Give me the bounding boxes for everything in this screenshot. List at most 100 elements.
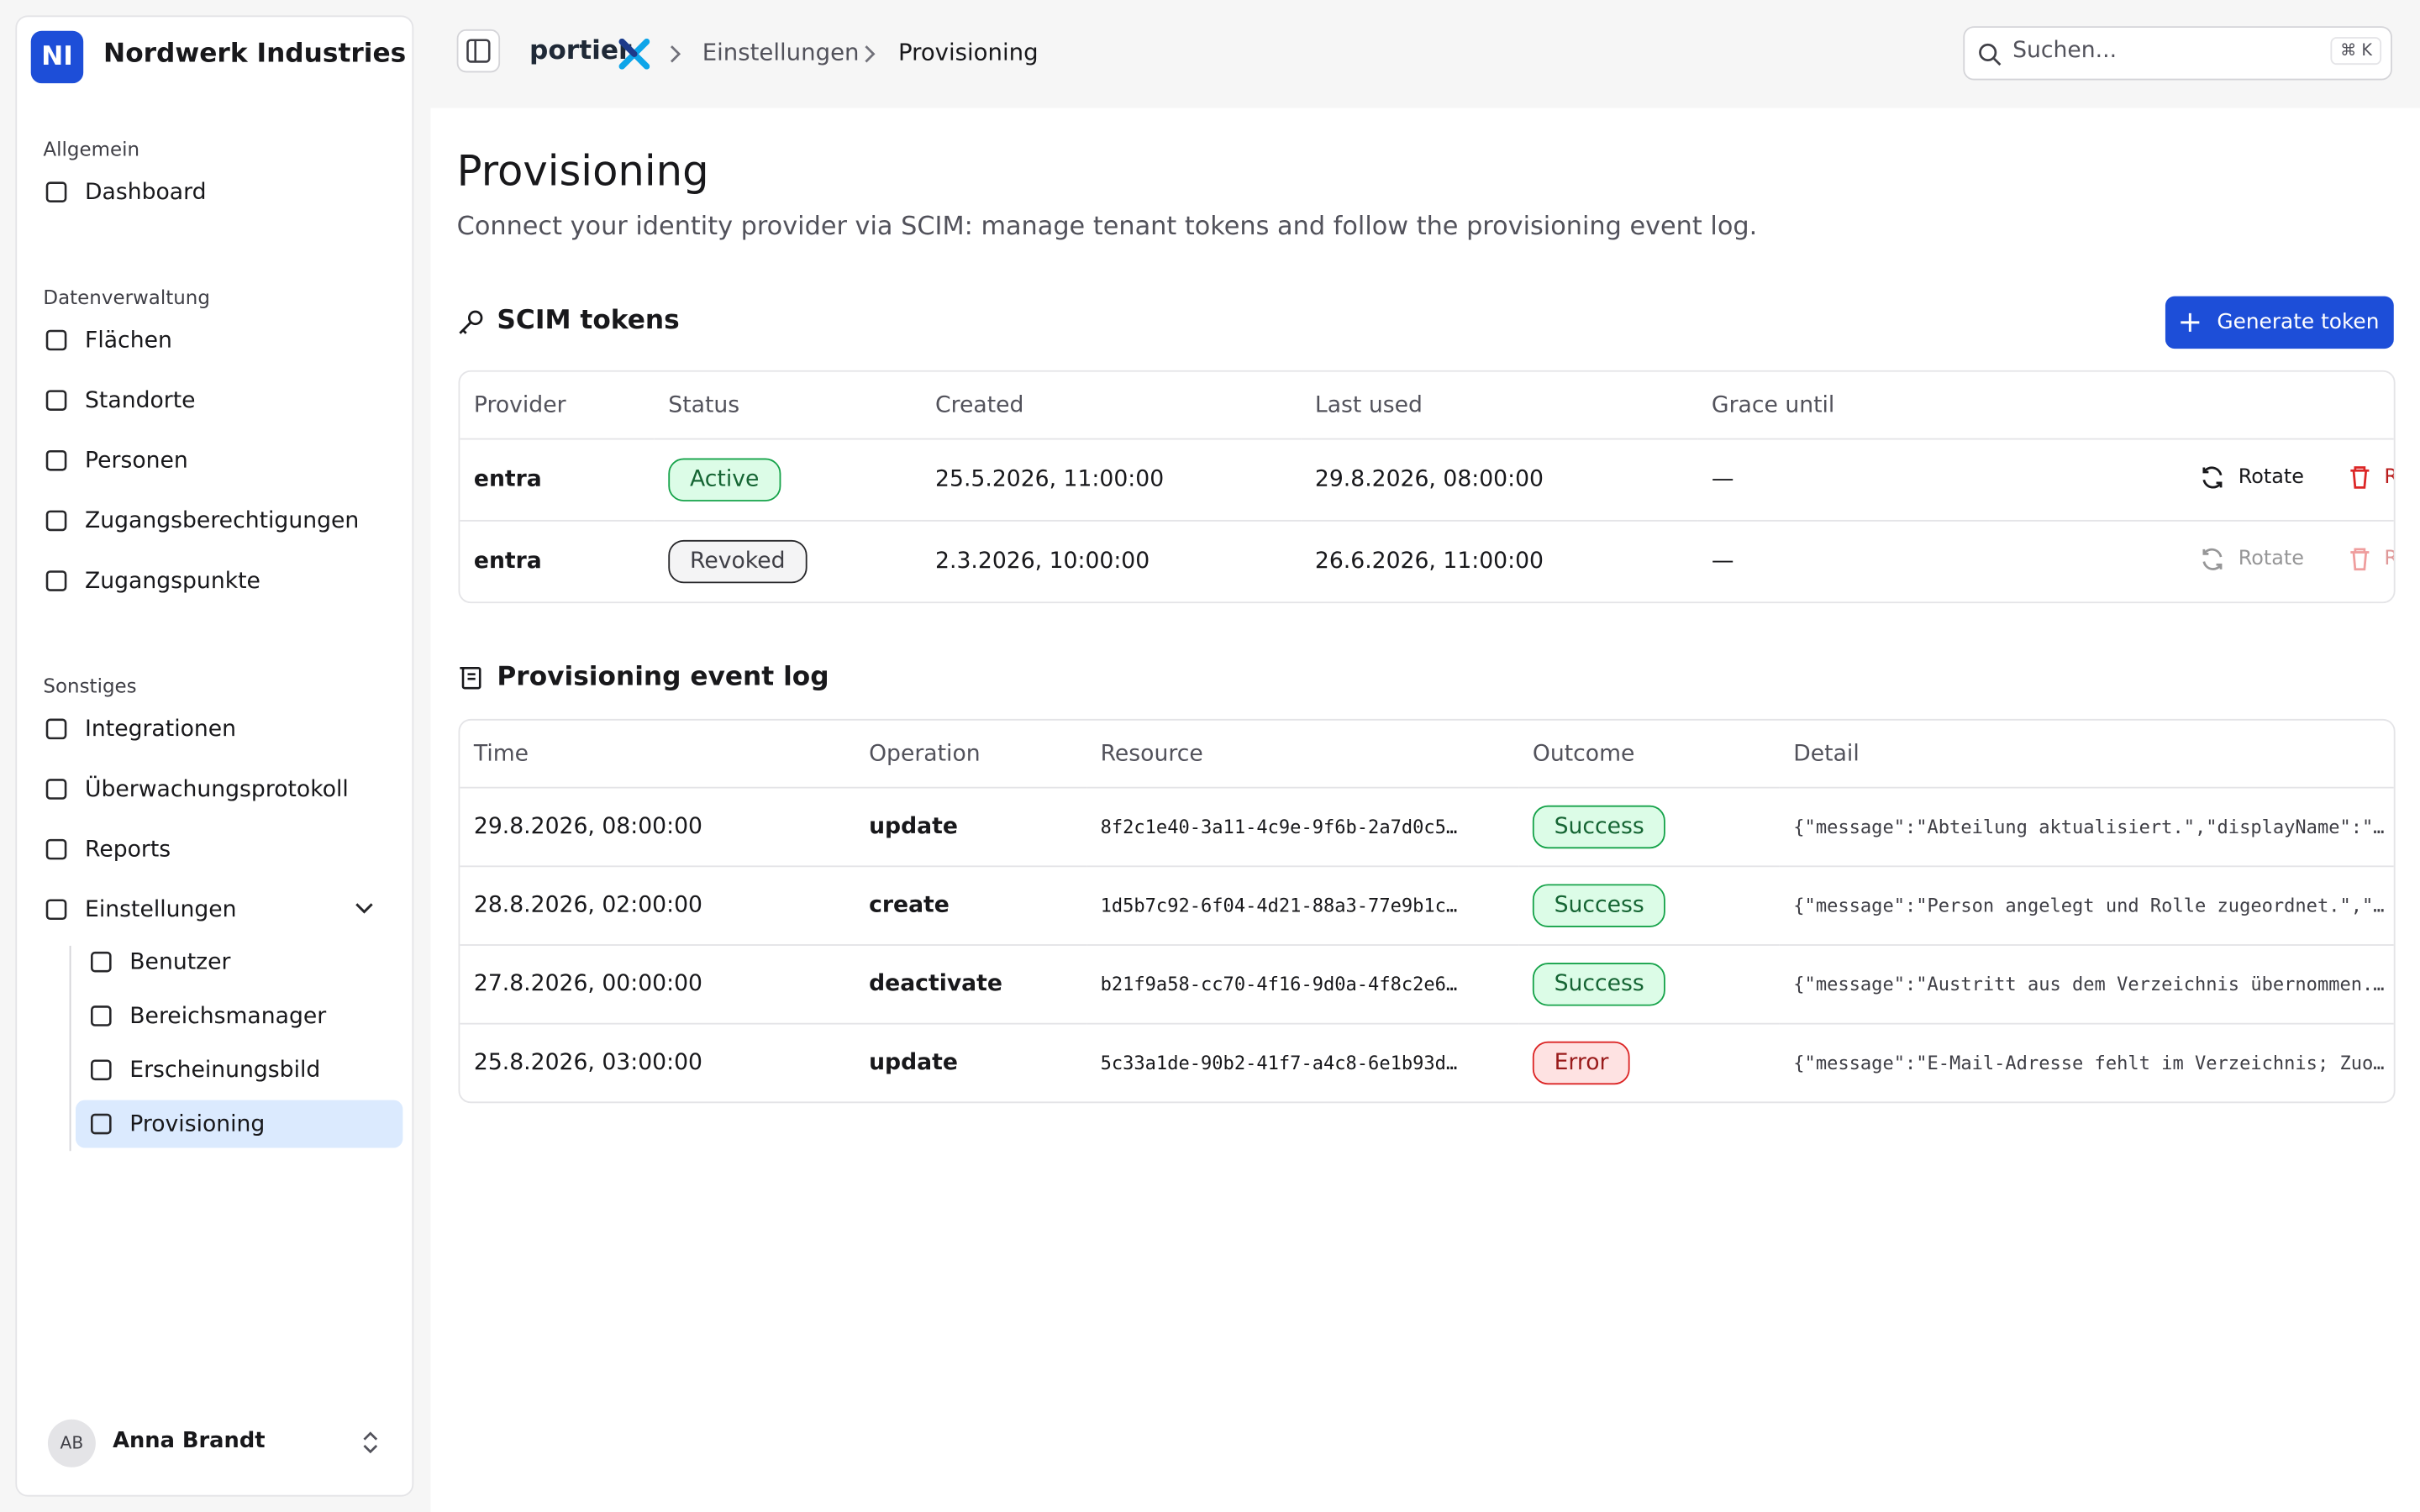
- outcome-badge: Success: [1532, 805, 1666, 849]
- table: Time Operation Resource Outcome Detail 29.8.2…: [460, 721, 2394, 1102]
- nav-item[interactable]: Einstellungen: [31, 885, 402, 933]
- column-header: Outcome: [1532, 741, 1635, 766]
- provider: entra: [460, 519, 655, 602]
- column-header: Last used: [1314, 392, 1423, 417]
- brand[interactable]: portier: [529, 35, 632, 66]
- nav-item[interactable]: Zugangsberechtigungen: [31, 496, 402, 544]
- workspace-logo[interactable]: NI: [30, 30, 84, 84]
- outcome-cell: Success: [1518, 944, 1780, 1024]
- rotate-icon: [2202, 465, 2223, 488]
- actions-cell: Rotate Revoke: [1989, 519, 2394, 602]
- button-label: Generate token: [2217, 310, 2380, 335]
- nav-item[interactable]: Standorte: [31, 376, 402, 424]
- outcome-badge: Error: [1532, 1041, 1631, 1085]
- toggle-icon: [466, 39, 491, 63]
- nav-label: Integrationen: [85, 717, 237, 742]
- revoke-action[interactable]: Revoke: [2347, 464, 2394, 490]
- action-label: Revoke: [2384, 547, 2393, 570]
- outcome-cell: Success: [1518, 865, 1780, 945]
- created: 25.5.2026, 11:00:00: [921, 438, 1302, 521]
- table: Provider Status Created Last used Grace unti…: [460, 372, 2394, 602]
- nav-icon: [45, 329, 67, 351]
- nav-subitem[interactable]: Erscheinungsbild: [76, 1046, 402, 1094]
- token-row: entra Revoked 2.3.2026, 10:00:00 26.6.2026,…: [460, 519, 2394, 602]
- time: 25.8.2026, 03:00:00: [460, 1022, 855, 1102]
- nav-label: Erscheinungsbild: [129, 1058, 321, 1083]
- actions-cell: Rotate Revoke: [1989, 438, 2394, 521]
- header-row: Time Operation Resource Outcome Detail: [460, 721, 2393, 788]
- nav-item[interactable]: Dashboard: [31, 168, 402, 216]
- operation: create: [855, 865, 1087, 945]
- grace-until: —: [1697, 438, 1990, 521]
- nav-group-label: Datenverwaltung: [43, 285, 210, 309]
- nav-icon: [90, 1059, 112, 1081]
- nav-group-label: Allgemein: [43, 137, 140, 161]
- nav-subitem[interactable]: Provisioning: [75, 1100, 403, 1148]
- breadcrumb-separator: [865, 45, 876, 63]
- column-header: Time: [473, 741, 529, 766]
- breadcrumb[interactable]: Einstellungen: [702, 38, 860, 66]
- nav-subitem[interactable]: Bereichsmanager: [76, 992, 402, 1040]
- column-header: Detail: [1793, 741, 1860, 766]
- time: 29.8.2026, 08:00:00: [460, 786, 855, 867]
- action-label: Revoke: [2384, 465, 2393, 489]
- nav-label: Zugangsberechtigungen: [85, 508, 360, 533]
- nav-label: Provisioning: [129, 1111, 266, 1137]
- column-header: Status: [668, 392, 740, 417]
- section-title: SCIM tokens: [497, 305, 680, 337]
- column-header: Operation: [869, 741, 981, 766]
- resource: 1d5b7c92-6f04-4d21-88a3-77e9b1c…: [1086, 865, 1519, 945]
- nav-item[interactable]: Flächen: [31, 317, 402, 365]
- action-label: Rotate: [2238, 465, 2304, 489]
- created: 2.3.2026, 10:00:00: [921, 519, 1302, 602]
- nav-icon: [90, 1113, 112, 1135]
- nav-subitem[interactable]: Benutzer: [76, 938, 402, 986]
- rotate-action[interactable]: Rotate: [2200, 464, 2304, 490]
- sidebar-toggle[interactable]: [456, 29, 501, 73]
- event-row: 27.8.2026, 00:00:00 deactivate b21f9a58-cc…: [460, 944, 2394, 1024]
- resource: b21f9a58-cc70-4f16-9d0a-4f8c2e6…: [1086, 944, 1519, 1024]
- section-title: Provisioning event log: [497, 661, 829, 693]
- nav-icon: [90, 1005, 112, 1026]
- trash-icon: [2350, 547, 2370, 570]
- nav-item[interactable]: Zugangspunkte: [31, 557, 402, 605]
- nav-icon: [45, 181, 67, 202]
- nav-icon: [45, 510, 67, 532]
- workspace-name[interactable]: Nordwerk Industries: [103, 38, 407, 70]
- nav-icon: [45, 838, 67, 860]
- user-avatar[interactable]: AB: [47, 1419, 96, 1467]
- nav-item[interactable]: Reports: [31, 826, 402, 874]
- nav-item[interactable]: Überwachungsprotokoll: [31, 765, 402, 813]
- last-used: 26.6.2026, 11:00:00: [1301, 519, 1698, 602]
- user-name[interactable]: Anna Brandt: [113, 1428, 266, 1454]
- event-row: 25.8.2026, 03:00:00 update 5c33a1de-90b2-4…: [460, 1022, 2394, 1102]
- user-menu-chevron[interactable]: [360, 1429, 381, 1457]
- nav-item[interactable]: Personen: [31, 437, 402, 485]
- brand-mark: [618, 38, 650, 70]
- expand-chevron[interactable]: [354, 896, 380, 922]
- nav-icon: [45, 718, 67, 740]
- trash-icon: [2350, 465, 2370, 488]
- resource: 8f2c1e40-3a11-4c9e-9f6b-2a7d0c5…: [1086, 786, 1519, 867]
- rotate-action: Rotate: [2200, 545, 2304, 571]
- log-icon: [460, 667, 481, 690]
- column-header: Created: [935, 392, 1024, 417]
- nav-item[interactable]: Integrationen: [31, 705, 402, 753]
- generate-token-button[interactable]: Generate token: [2165, 296, 2394, 349]
- events-table: Time Operation Resource Outcome Detail 29.8.2…: [458, 718, 2396, 1104]
- event-row: 28.8.2026, 02:00:00 create 1d5b7c92-6f04-4…: [460, 865, 2394, 945]
- breadcrumb-separator: [671, 45, 681, 63]
- status-cell: Revoked: [654, 519, 922, 602]
- last-used: 29.8.2026, 08:00:00: [1301, 438, 1698, 521]
- outcome-cell: Error: [1518, 1022, 1780, 1102]
- nav-group-label: Sonstiges: [43, 674, 137, 698]
- nav-label: Benutzer: [129, 949, 231, 974]
- nav-label: Bereichsmanager: [129, 1003, 327, 1029]
- nav-label: Standorte: [85, 387, 196, 413]
- revoke-action: Revoke: [2347, 545, 2394, 571]
- search[interactable]: Suchen... ⌘ K: [1963, 26, 2392, 81]
- grace-until: —: [1697, 519, 1990, 602]
- nav-label: Flächen: [85, 328, 172, 353]
